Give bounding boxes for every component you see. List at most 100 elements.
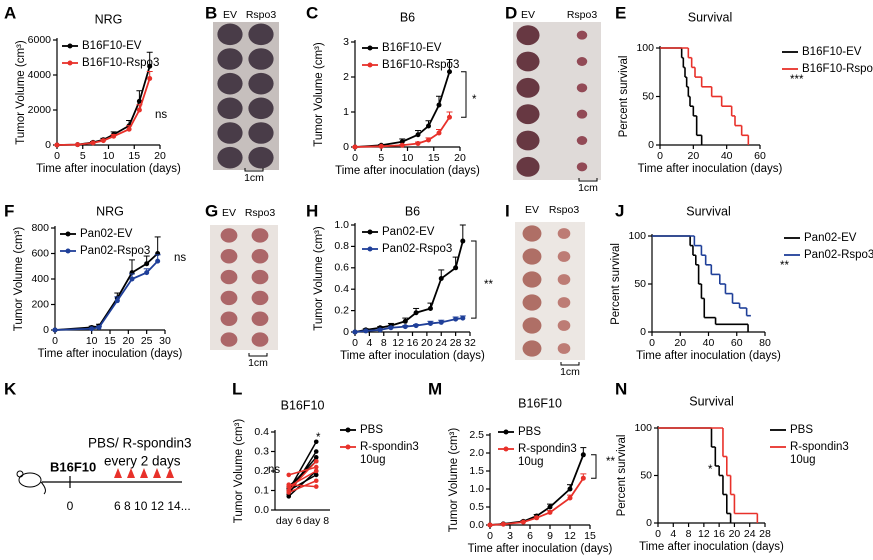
point bbox=[453, 316, 459, 322]
scale-bar bbox=[560, 362, 580, 366]
y-tick-label: 0 bbox=[343, 141, 349, 153]
schedule: every 2 days bbox=[104, 454, 181, 469]
point bbox=[313, 449, 319, 454]
tumor bbox=[522, 294, 542, 311]
significance-bracket bbox=[461, 71, 467, 118]
tumor bbox=[522, 317, 542, 334]
dosing-arrows bbox=[114, 468, 174, 478]
legend-marker bbox=[367, 246, 373, 252]
legend-line: 10ug bbox=[518, 456, 544, 468]
chart: N Survival Percent survival Time after inoc… bbox=[615, 379, 849, 553]
legend-marker bbox=[345, 444, 351, 450]
tumor bbox=[557, 343, 571, 354]
cell-line: B16F10 bbox=[50, 459, 96, 474]
pair-line bbox=[288, 470, 317, 488]
y-tick-label: 4000 bbox=[28, 69, 52, 81]
tumor bbox=[217, 72, 243, 95]
y-axis-label: Tumor Volume (cm³) bbox=[313, 42, 325, 147]
tumor bbox=[576, 109, 588, 119]
legend-label: PBS bbox=[360, 424, 383, 436]
y-tick-label: 0.1 bbox=[254, 484, 269, 496]
series-line bbox=[354, 317, 463, 333]
y-tick-label: 100 bbox=[628, 230, 646, 242]
x-tick-label: 60 bbox=[731, 337, 743, 349]
treatment: PBS/ R-spondin3 bbox=[88, 436, 192, 451]
y-tick-label: 1.0 bbox=[469, 483, 484, 495]
legend-label: R-spondin3 10ug bbox=[790, 441, 849, 466]
tumor bbox=[557, 274, 571, 285]
annotation: ns bbox=[174, 252, 186, 264]
legend-line: R-spondin3 bbox=[790, 441, 849, 453]
tumor bbox=[516, 77, 540, 98]
point bbox=[460, 315, 466, 321]
y-tick-label: 0.5 bbox=[469, 501, 484, 513]
y-tick-label: 0.8 bbox=[334, 240, 349, 252]
dosing-days: 6 8 10 12 14... bbox=[114, 499, 191, 513]
point bbox=[487, 522, 493, 528]
arrow bbox=[114, 468, 122, 478]
series-line bbox=[56, 78, 151, 146]
point bbox=[427, 320, 433, 326]
scale-label: 1cm bbox=[248, 357, 268, 369]
tumor bbox=[557, 228, 571, 239]
photo bbox=[513, 22, 601, 180]
x-tick-label: 40 bbox=[721, 150, 733, 162]
x-tick-label: 8 bbox=[686, 528, 692, 540]
y-tick-label: 1.0 bbox=[334, 219, 349, 231]
legend-label: PBS bbox=[790, 424, 813, 436]
x-tick-label: 12 bbox=[564, 530, 576, 542]
scale-label: 1cm bbox=[578, 182, 598, 194]
x-axis-label: Time after inoculation (days) bbox=[340, 350, 485, 362]
x-tick-label: 0 bbox=[649, 337, 655, 349]
point bbox=[438, 319, 444, 325]
y-tick-label: 0.4 bbox=[334, 283, 349, 295]
annotation: * bbox=[708, 464, 713, 476]
photo bbox=[515, 222, 585, 360]
point bbox=[415, 141, 421, 146]
y-axis-label: Tumor Volume (cm³) bbox=[313, 226, 325, 331]
x-tick-label: 0 bbox=[657, 150, 663, 162]
x-tick-label: 8 bbox=[381, 337, 387, 349]
x-tick-label: 0 bbox=[352, 152, 358, 164]
point bbox=[453, 265, 459, 271]
point bbox=[415, 132, 421, 138]
tumor bbox=[220, 269, 238, 285]
point bbox=[313, 484, 319, 489]
annotation: *** bbox=[790, 74, 804, 86]
tumor bbox=[217, 23, 243, 46]
x-tick-label: 16 bbox=[713, 528, 725, 540]
annotation: * bbox=[316, 432, 321, 444]
panel-letter: L bbox=[232, 379, 242, 398]
x-tick-label: 20 bbox=[421, 337, 433, 349]
chart: H B6 Tumor Volume (cm³) Time after inoculat… bbox=[306, 201, 493, 362]
chart: C B6 Tumor Volume (cm³) Time after inoculat… bbox=[306, 3, 480, 177]
annotation: * bbox=[472, 94, 477, 106]
legend-marker bbox=[67, 60, 73, 66]
x-tick-label: 3 bbox=[507, 530, 513, 542]
point bbox=[402, 324, 408, 330]
arrow bbox=[153, 468, 161, 478]
y-axis-label: Percent survival bbox=[610, 243, 622, 325]
point bbox=[399, 139, 405, 145]
series-line bbox=[354, 240, 464, 333]
x-tick-label: 32 bbox=[464, 337, 476, 349]
chart: A NRG Tumor Volume (cm³) Time after inocula… bbox=[4, 3, 181, 175]
point bbox=[363, 328, 369, 334]
point bbox=[500, 521, 506, 527]
y-tick-label: 0 bbox=[646, 517, 652, 529]
legend-label: R-spondin3 10ug bbox=[360, 441, 419, 466]
y-tick-label: 200 bbox=[31, 298, 49, 310]
panel-letter: A bbox=[4, 3, 16, 22]
chart-title: B16F10 bbox=[281, 398, 325, 412]
x-tick-label: 0 bbox=[487, 530, 493, 542]
significance-bracket bbox=[591, 454, 597, 479]
legend-marker bbox=[503, 429, 509, 435]
point bbox=[402, 318, 408, 324]
x-tick-label: day 6 bbox=[276, 515, 302, 527]
point bbox=[147, 63, 153, 69]
point bbox=[89, 326, 95, 332]
tumor bbox=[251, 269, 269, 285]
chart: F NRG Tumor Volume (cm³) Time after inocula… bbox=[4, 201, 186, 360]
annotation: ns bbox=[268, 464, 280, 476]
point bbox=[399, 142, 405, 148]
